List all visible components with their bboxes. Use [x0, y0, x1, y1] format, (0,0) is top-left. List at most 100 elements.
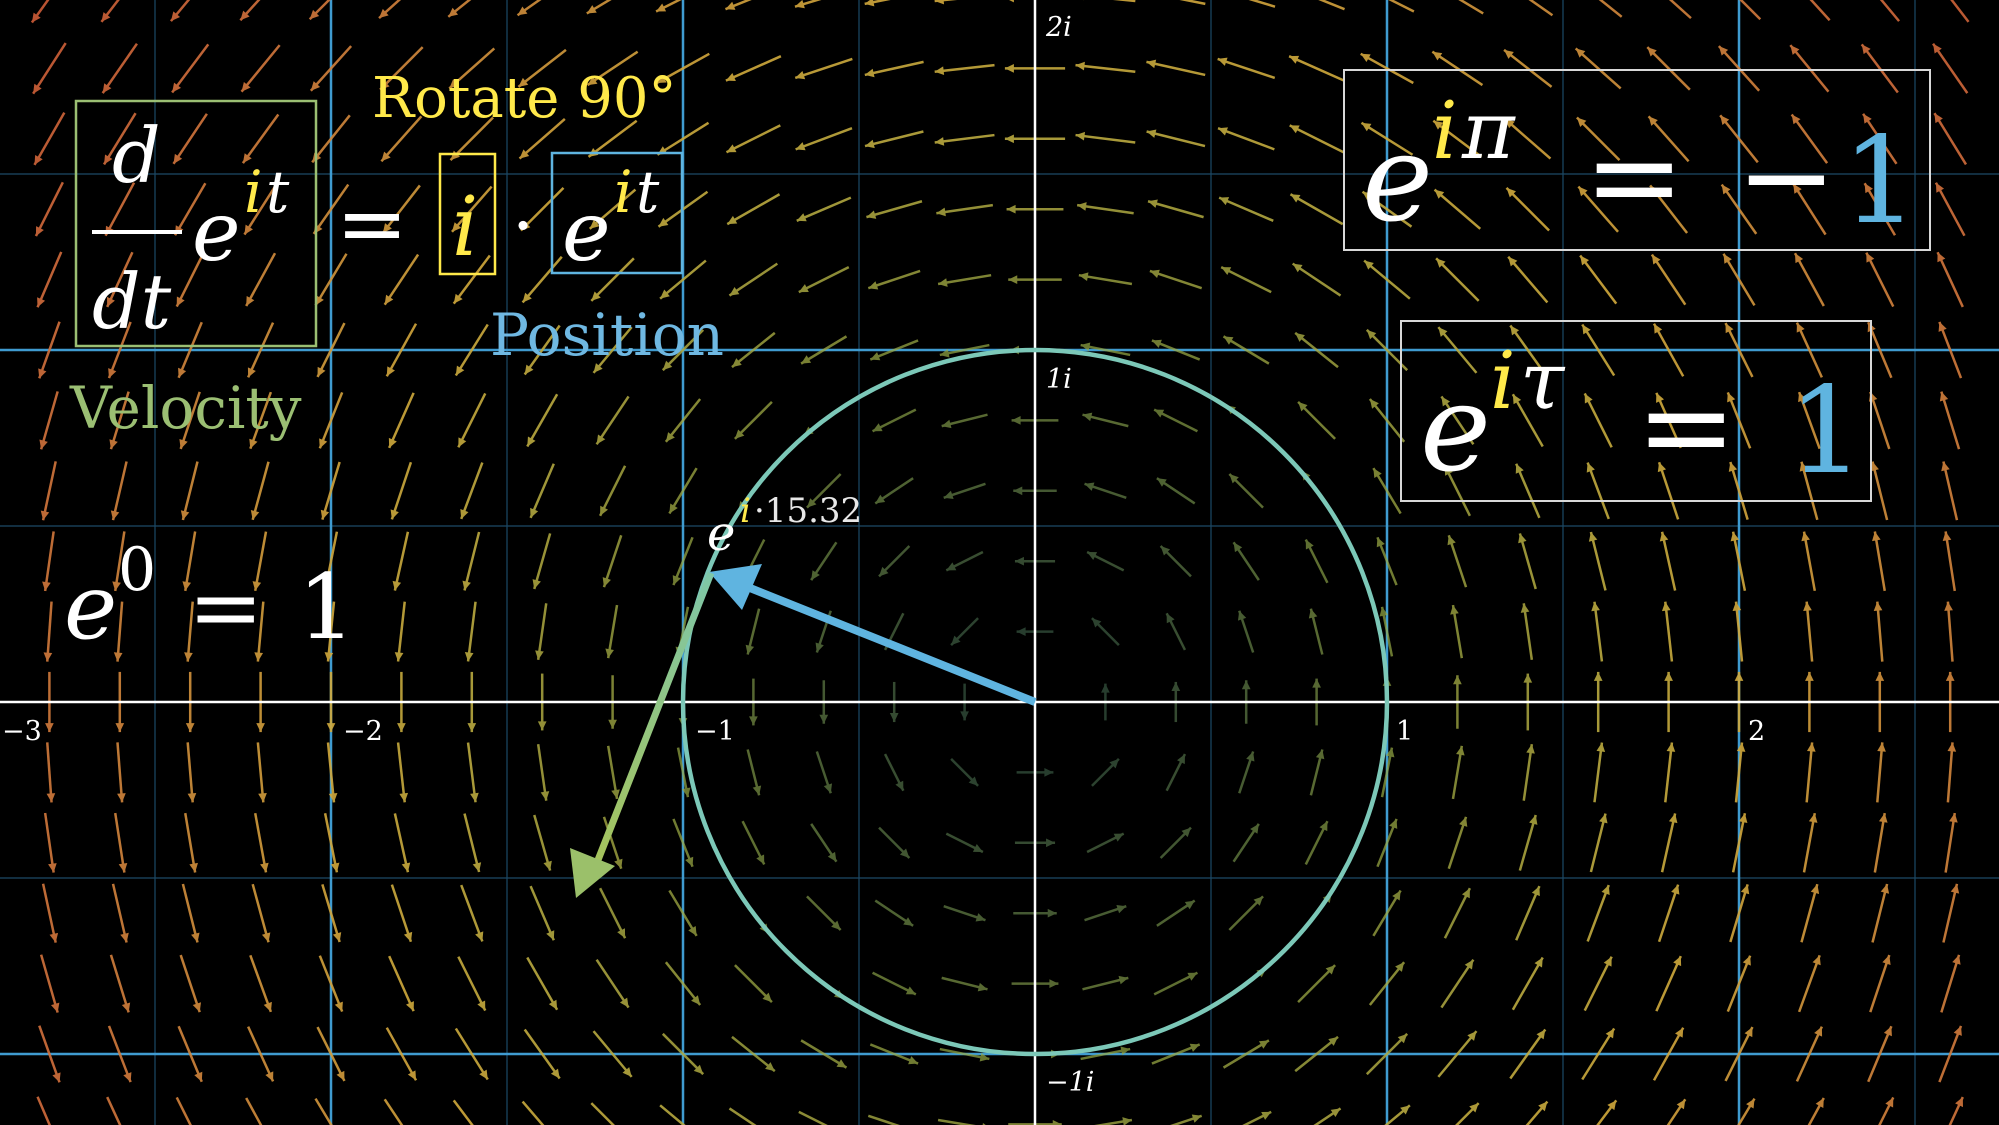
formula-i-right: i [614, 158, 633, 226]
field-arrow [447, 0, 472, 18]
field-arrow [1574, 47, 1622, 90]
field-arrow [1218, 196, 1274, 222]
field-arrow [1805, 742, 1816, 803]
field-arrow [1724, 322, 1754, 378]
field-arrow [1368, 398, 1406, 443]
field-arrow [323, 813, 340, 873]
field-arrow [1939, 391, 1961, 450]
field-arrow [1944, 812, 1958, 873]
field-arrow [1865, 252, 1895, 308]
field-arrow [1944, 601, 1954, 662]
field-arrow [454, 1027, 489, 1081]
field-arrow [1583, 956, 1613, 1012]
field-arrow [664, 398, 702, 443]
field-arrow [1581, 323, 1616, 377]
field-arrow [523, 324, 561, 376]
field-arrow [945, 832, 984, 854]
euler-tau-sym: τ [1520, 334, 1566, 427]
field-arrow [1297, 964, 1336, 1003]
field-arrow [1437, 326, 1478, 374]
field-arrow [1579, 254, 1618, 305]
field-arrow [1505, 187, 1550, 232]
euler-pi-sym: π [1461, 84, 1516, 177]
field-arrow [1372, 467, 1402, 515]
field-arrow [602, 816, 623, 870]
field-arrow [602, 534, 623, 588]
field-arrow [326, 742, 338, 803]
field-arrow [590, 257, 635, 302]
field-arrow [106, 251, 134, 308]
field-arrow [1731, 813, 1748, 873]
field-arrow [1455, 1102, 1480, 1125]
field-arrow [239, 0, 261, 22]
field-arrow [1596, 1099, 1618, 1125]
field-arrow [1237, 610, 1255, 653]
field-arrow [798, 1110, 828, 1125]
field-arrow [39, 391, 59, 450]
field-arrow [1936, 251, 1964, 308]
field-arrow [1451, 745, 1465, 800]
field-arrow [1075, 131, 1136, 144]
field-arrow [1368, 961, 1406, 1006]
field-arrow [1938, 321, 1963, 379]
field-arrow [1179, 0, 1206, 6]
field-arrow [322, 531, 339, 591]
field-arrow [33, 112, 66, 166]
field-arrow [1659, 531, 1677, 591]
field-arrow [1294, 1035, 1339, 1073]
field-arrow [1655, 955, 1682, 1012]
field-arrow [1086, 550, 1125, 572]
velocity-box [74, 99, 318, 348]
field-arrow [36, 1096, 52, 1125]
field-arrow [1147, 199, 1204, 219]
field-arrow [869, 1043, 919, 1065]
field-arrow [529, 463, 555, 519]
field-arrow [941, 976, 988, 992]
field-arrow [241, 113, 280, 164]
field-arrow [939, 1047, 990, 1062]
velocity-label: Velocity [69, 374, 302, 442]
field-arrow [1942, 883, 1960, 943]
field-arrow [1734, 742, 1746, 803]
field-arrow [1388, 0, 1415, 13]
field-arrow [448, 47, 496, 90]
field-arrow [1942, 531, 1957, 592]
field-arrow [1800, 883, 1820, 943]
field-arrow [1432, 119, 1483, 158]
field-arrow [169, 0, 191, 22]
field-arrow [734, 401, 773, 440]
field-arrow [655, 0, 682, 13]
field-arrow [1652, 1027, 1685, 1081]
field-arrow [1724, 1026, 1754, 1082]
field-arrow [32, 42, 67, 95]
field-arrow [186, 742, 197, 803]
field-arrow [936, 203, 994, 217]
field-arrow [1511, 956, 1544, 1011]
vector-field [30, 0, 1970, 1125]
field-arrow [1313, 1107, 1342, 1125]
field-arrow [452, 254, 491, 305]
field-arrow [107, 1025, 132, 1083]
field-arrow [249, 391, 273, 450]
y-tick-2i: 2i [1045, 12, 1072, 43]
field-arrow [1447, 534, 1468, 588]
field-arrow [177, 1025, 203, 1083]
field-arrow [1591, 601, 1604, 662]
field-arrow [388, 955, 415, 1012]
field-arrow [34, 181, 64, 237]
field-arrow [1799, 461, 1819, 521]
euler-pi-base: e [1362, 110, 1433, 249]
field-arrow [1443, 887, 1472, 939]
field-arrow [380, 115, 423, 163]
field-arrow [1297, 401, 1336, 440]
field-arrow [46, 742, 56, 803]
field-arrow [1376, 536, 1398, 586]
field-arrow [1646, 46, 1691, 91]
field-arrow [668, 889, 698, 937]
field-arrow [1376, 818, 1398, 868]
field-arrow [672, 536, 694, 586]
field-arrow [1797, 391, 1821, 450]
field-arrow [1522, 743, 1535, 801]
field-arrow [1170, 1114, 1203, 1125]
formula-i-left: i [244, 158, 263, 226]
